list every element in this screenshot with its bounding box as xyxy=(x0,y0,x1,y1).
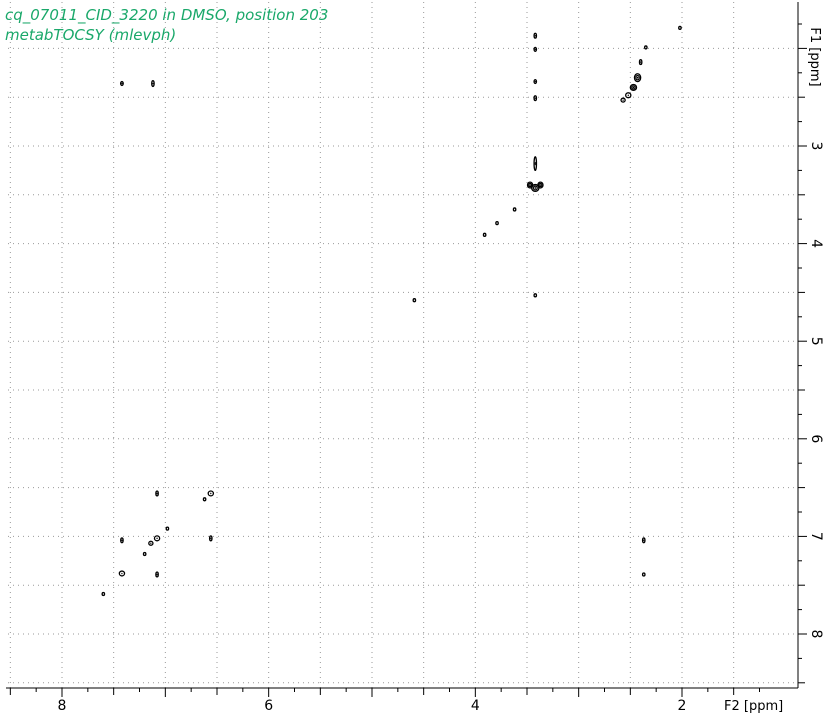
chart-subtitle: metabTOCSY (mlevph) xyxy=(5,26,176,44)
x-tick-label: 2 xyxy=(678,698,687,714)
grid-lines xyxy=(8,2,798,688)
contour-peak-core xyxy=(534,34,536,37)
contour-peak xyxy=(412,298,417,303)
contour-peak-core xyxy=(156,537,158,540)
contour-peak xyxy=(641,537,646,544)
contour-peak xyxy=(533,78,538,85)
contour-peak-core xyxy=(534,48,536,51)
contour-peak-core xyxy=(534,187,537,189)
contour-peak xyxy=(633,73,642,83)
contour-peak-core xyxy=(534,80,536,83)
contour-peak xyxy=(533,95,538,102)
contour-peak-inner xyxy=(631,85,636,90)
contour-peak-core xyxy=(156,573,158,576)
contour-peak xyxy=(643,45,648,50)
contour-peak xyxy=(101,591,106,597)
contour-peak-core xyxy=(640,61,642,63)
x-tick-label: 4 xyxy=(471,698,480,714)
contour-peak-core xyxy=(643,539,645,542)
contour-peak-core xyxy=(210,492,212,495)
y-tick-label: 8 xyxy=(808,630,824,639)
contour-peak xyxy=(120,537,124,544)
contour-peak-core xyxy=(121,572,123,575)
contour-peak-core xyxy=(150,542,152,545)
x-tick-labels: 8 6 4 2 xyxy=(58,698,687,714)
y-tick-label: 5 xyxy=(808,337,824,346)
contour-peak xyxy=(148,540,154,546)
contour-peak xyxy=(678,25,682,31)
contour-peak xyxy=(495,220,499,226)
contour-peak-core xyxy=(529,184,531,186)
contour-peak-core xyxy=(622,99,624,101)
y-tick-labels: 3 4 5 6 7 8 xyxy=(808,142,824,639)
contour-peak-core xyxy=(152,82,154,85)
contour-peak xyxy=(641,572,646,577)
contour-peak xyxy=(153,535,161,542)
contour-peak xyxy=(155,571,159,578)
contour-peak xyxy=(638,58,643,66)
contour-peak xyxy=(482,232,487,237)
contour-peak-inner xyxy=(538,182,543,188)
contour-peak-core xyxy=(636,76,639,79)
contour-peak-core xyxy=(627,94,629,97)
contour-peak xyxy=(512,207,517,212)
contour-peak-core xyxy=(632,86,635,89)
y-tick-label: 3 xyxy=(808,142,824,151)
contour-peak xyxy=(155,490,159,497)
contour-peak xyxy=(165,526,170,531)
contour-peak xyxy=(533,293,538,298)
contour-peaks xyxy=(101,25,682,597)
contour-peak xyxy=(629,83,638,92)
contour-peak xyxy=(620,97,626,103)
x-tick-label: 6 xyxy=(264,698,273,714)
contour-peak xyxy=(533,32,538,39)
contour-peak-core xyxy=(156,492,158,495)
x-tick-label: 8 xyxy=(58,698,67,714)
contour-peak-core xyxy=(210,537,212,540)
contour-peak xyxy=(207,490,215,497)
contour-peak xyxy=(533,46,538,52)
contour-peak-core xyxy=(534,161,536,166)
contour-peak-core xyxy=(121,539,123,542)
x-minor-ticks xyxy=(9,688,760,697)
contour-peak xyxy=(537,181,544,189)
chart-title: cq_07011_CID_3220 in DMSO, position 203 xyxy=(5,6,328,25)
y-axis-label: F1 [ppm] xyxy=(807,27,822,86)
contour-peak xyxy=(533,156,538,172)
contour-peak-core xyxy=(534,97,536,99)
contour-peak-core xyxy=(121,82,123,85)
contour-peak xyxy=(202,497,207,502)
contour-peak xyxy=(208,535,213,542)
contour-peak xyxy=(526,181,534,189)
y-tick-label: 4 xyxy=(808,239,824,248)
y-minor-ticks xyxy=(798,23,807,684)
contour-peak-inner xyxy=(635,74,640,81)
x-axis-label: F2 [ppm] xyxy=(724,699,783,714)
contour-peak xyxy=(625,92,632,99)
contour-peak xyxy=(142,551,147,557)
contour-peak xyxy=(151,79,155,88)
y-tick-label: 6 xyxy=(808,434,824,443)
contour-peak xyxy=(119,80,124,87)
contour-peak-inner xyxy=(528,182,533,188)
contour-peak-core xyxy=(539,184,542,186)
contour-peak xyxy=(118,570,126,577)
axes: 8 6 4 2 3 4 5 6 7 8 xyxy=(6,2,824,714)
contour-peak-inner xyxy=(532,185,538,191)
y-tick-label: 7 xyxy=(808,532,824,541)
